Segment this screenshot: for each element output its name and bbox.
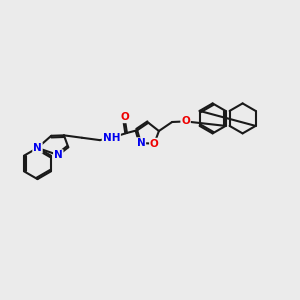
Text: N: N: [54, 150, 63, 160]
Text: O: O: [181, 116, 190, 126]
Text: O: O: [150, 139, 159, 148]
Text: NH: NH: [103, 133, 120, 143]
Text: N: N: [136, 138, 145, 148]
Text: N: N: [33, 143, 42, 153]
Text: O: O: [120, 112, 129, 122]
